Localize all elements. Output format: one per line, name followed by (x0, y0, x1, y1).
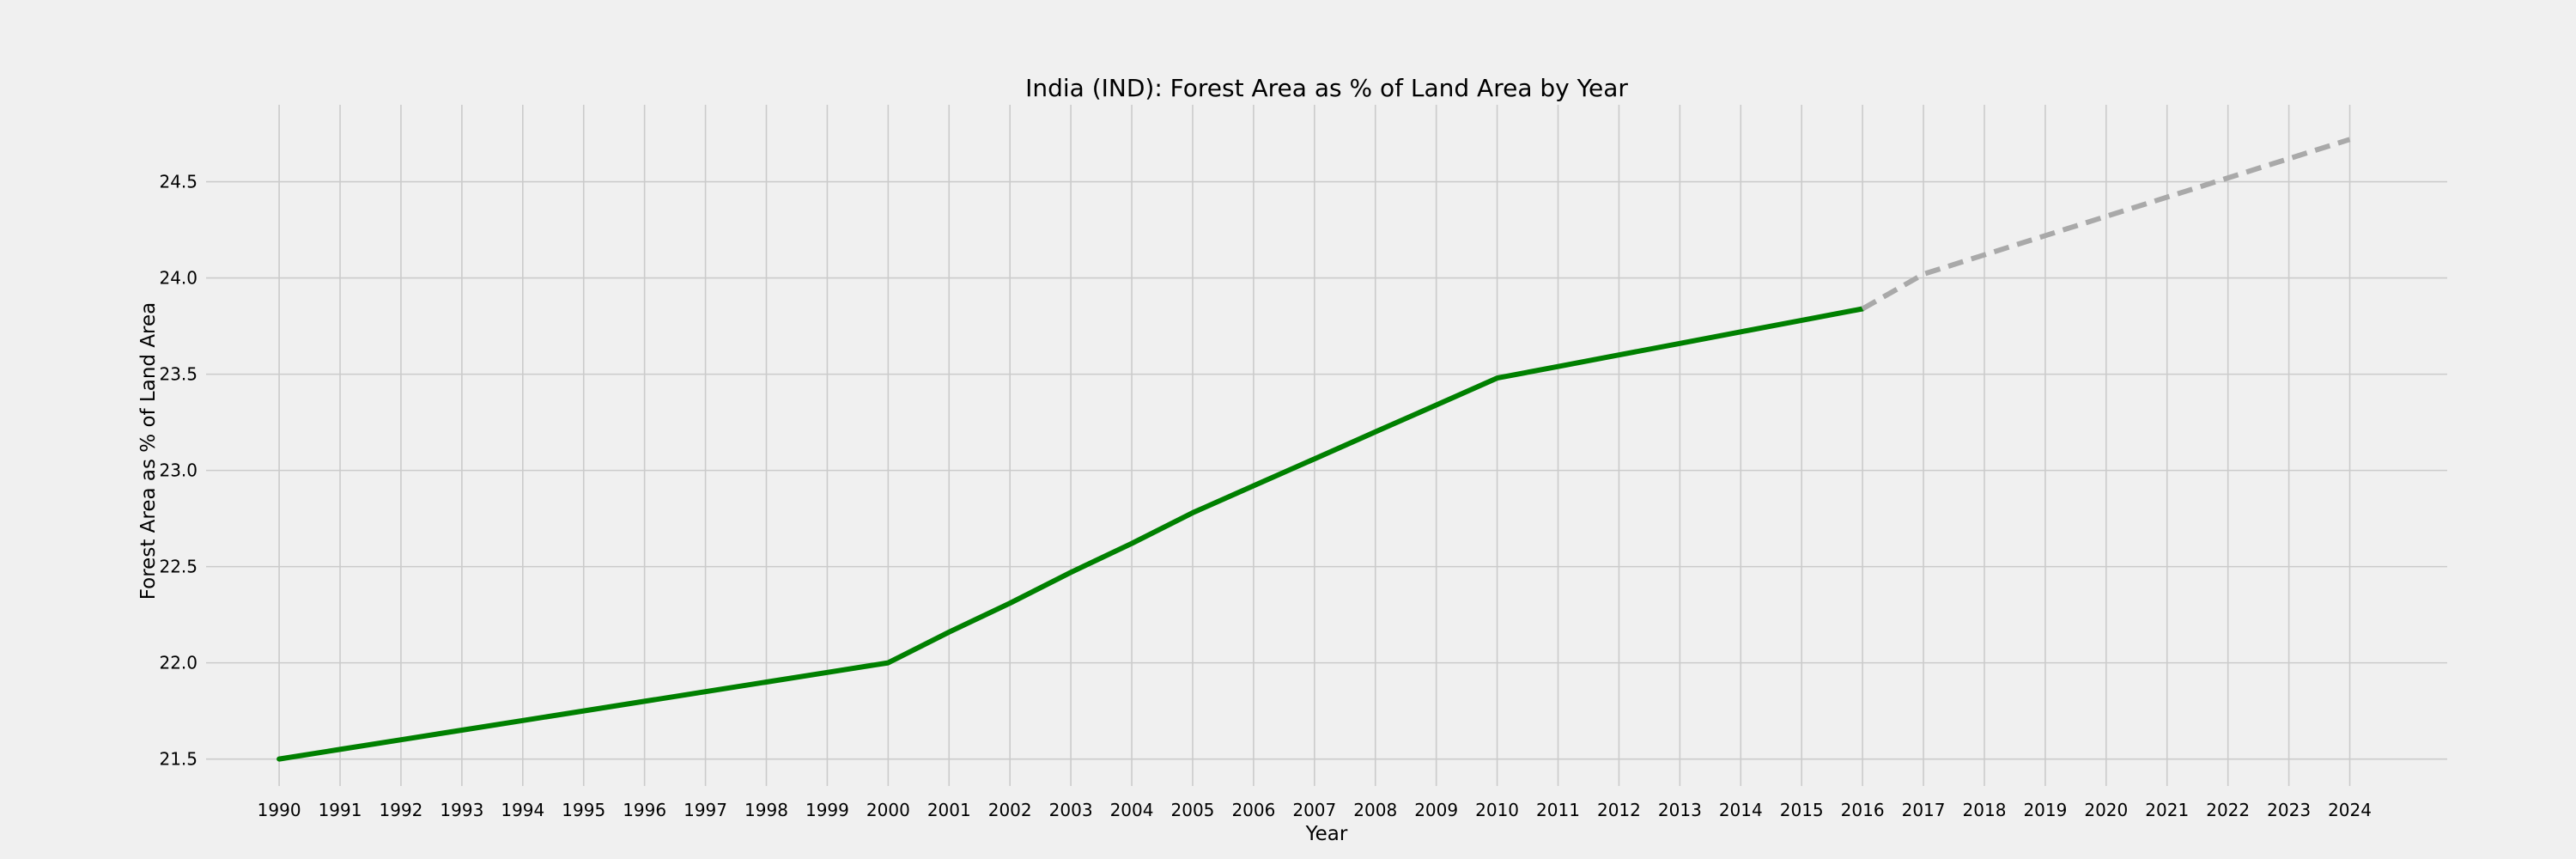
x-tick-label: 2010 (1475, 800, 1519, 820)
x-tick-label: 2015 (1780, 800, 1824, 820)
x-tick-label: 2016 (1841, 800, 1885, 820)
x-tick-label: 2020 (2084, 800, 2128, 820)
x-tick-label: 1995 (562, 800, 605, 820)
x-tick-labels: 1990 1991 1992 1993 1994 1995 1996 1997 1998 1999… (258, 800, 2372, 820)
x-tick-label: 2007 (1292, 800, 1336, 820)
x-tick-label: 1996 (623, 800, 666, 820)
y-tick-label: 24.5 (159, 172, 197, 192)
x-tick-label: 1994 (501, 800, 544, 820)
y-tick-labels: 21.5 22.0 22.5 23.0 23.5 24.0 24.5 (159, 172, 197, 770)
x-axis-label: Year (1305, 823, 1348, 845)
x-tick-label: 2013 (1658, 800, 1702, 820)
x-tick-label: 1990 (258, 800, 301, 820)
x-tick-label: 2018 (1963, 800, 2007, 820)
x-tick-label: 2022 (2206, 800, 2250, 820)
y-axis-label: Forest Area as % of Land Area (137, 302, 160, 600)
y-tick-label: 24.0 (159, 268, 197, 289)
x-tick-label: 2002 (988, 800, 1032, 820)
x-tick-label: 2006 (1231, 800, 1275, 820)
y-tick-label: 22.5 (159, 557, 197, 577)
x-tick-label: 2019 (2023, 800, 2067, 820)
y-tick-label: 21.5 (159, 749, 197, 770)
x-tick-label: 1998 (744, 800, 788, 820)
x-tick-label: 2012 (1597, 800, 1641, 820)
x-tick-label: 2001 (927, 800, 971, 820)
x-tick-label: 2000 (866, 800, 910, 820)
x-gridlines (278, 105, 2351, 786)
y-tick-label: 22.0 (159, 653, 197, 673)
x-tick-label: 2021 (2145, 800, 2189, 820)
y-gridlines (206, 180, 2447, 760)
x-tick-label: 2008 (1353, 800, 1397, 820)
x-tick-label: 2003 (1049, 800, 1093, 820)
x-tick-label: 2017 (1902, 800, 1946, 820)
y-tick-label: 23.0 (159, 460, 197, 481)
x-tick-label: 2005 (1171, 800, 1215, 820)
x-tick-label: 1991 (319, 800, 362, 820)
y-tick-label: 23.5 (159, 364, 197, 385)
actual-series-line (276, 306, 1866, 762)
x-tick-label: 2011 (1536, 800, 1580, 820)
x-tick-label: 1997 (683, 800, 727, 820)
x-tick-label: 2009 (1414, 800, 1458, 820)
x-tick-label: 2004 (1110, 800, 1154, 820)
x-tick-label: 1993 (440, 800, 483, 820)
x-tick-label: 1992 (380, 800, 423, 820)
chart-title: India (IND): Forest Area as % of Land Ar… (1025, 74, 1628, 102)
x-tick-label: 2023 (2267, 800, 2311, 820)
x-tick-label: 2024 (2328, 800, 2372, 820)
x-tick-label: 1999 (805, 800, 849, 820)
series-lines (276, 137, 2351, 762)
x-tick-label: 2014 (1719, 800, 1763, 820)
